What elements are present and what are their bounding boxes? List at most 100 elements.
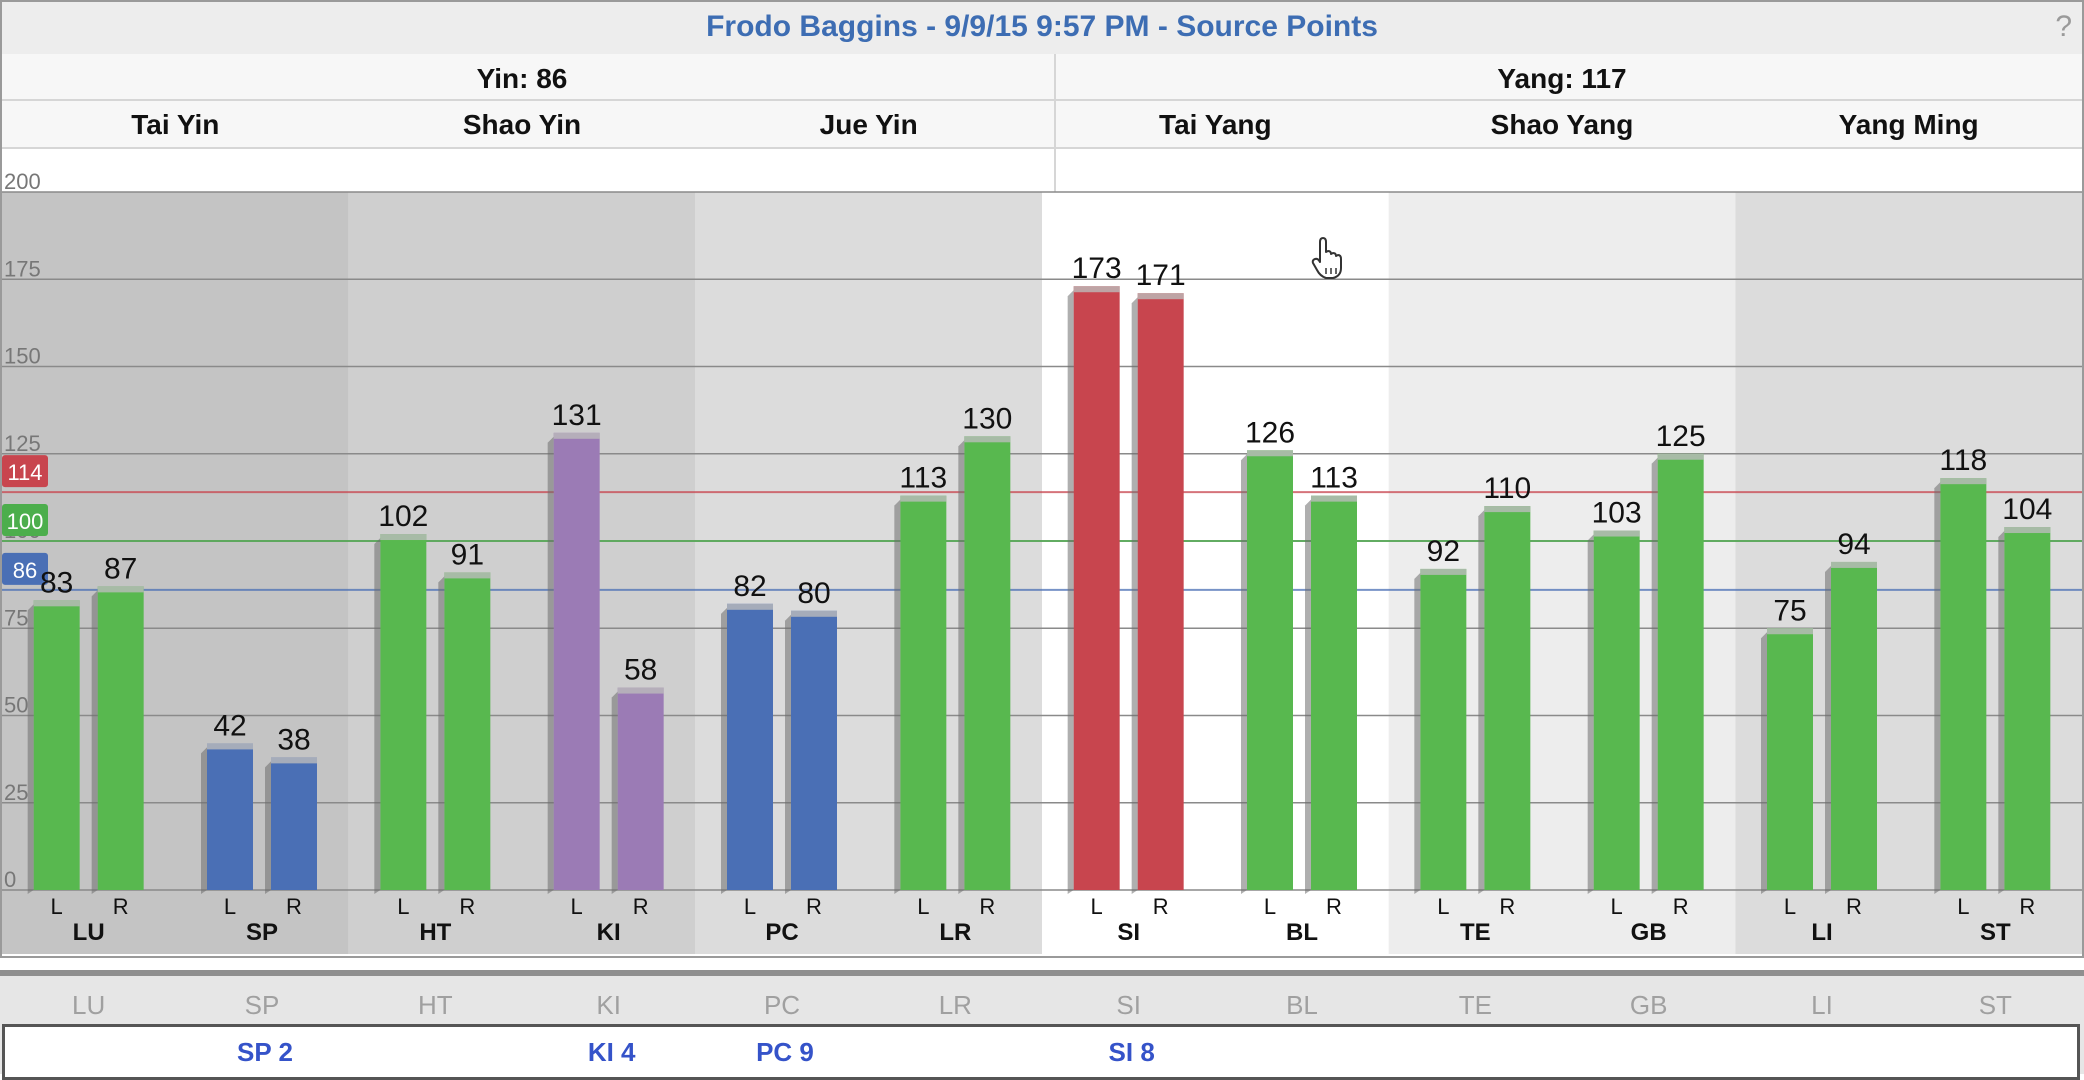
side-label: R xyxy=(286,894,302,919)
help-button[interactable]: ? xyxy=(2055,10,2072,43)
source-point-link[interactable]: SP 2 xyxy=(237,1037,293,1067)
data-label: 130 xyxy=(962,402,1012,435)
bar xyxy=(553,432,600,890)
bar-cap xyxy=(97,586,144,593)
data-label: 75 xyxy=(1773,594,1806,627)
footer-meridian-label: GB xyxy=(1629,990,1668,1020)
x-tick-label: PC xyxy=(765,919,798,946)
bar-cap xyxy=(1073,286,1120,293)
group-row xyxy=(2,54,2082,100)
x-tick-label: LI xyxy=(1811,919,1832,946)
side-label: R xyxy=(2019,894,2035,919)
section-label: Shao Yin xyxy=(463,109,581,140)
section-label: Tai Yang xyxy=(1159,109,1272,140)
side-label: R xyxy=(1499,894,1515,919)
footer-meridian-label: LU xyxy=(72,990,106,1020)
side-label: R xyxy=(1153,894,1169,919)
bar-cap xyxy=(791,610,837,617)
data-label: 87 xyxy=(104,552,137,585)
side-label: R xyxy=(979,894,995,919)
bar-shadow xyxy=(1305,499,1311,894)
bar-cap xyxy=(271,757,317,764)
data-label: 38 xyxy=(277,723,310,756)
side-label: L xyxy=(1264,894,1276,919)
bar xyxy=(617,687,664,890)
x-tick-label: BL xyxy=(1286,919,1318,946)
bar-cap xyxy=(33,600,80,607)
bar-cap xyxy=(1247,450,1293,457)
data-label: 113 xyxy=(1310,462,1358,495)
bar-cap xyxy=(964,436,1011,443)
bar xyxy=(207,743,253,890)
bar-cap xyxy=(1657,453,1704,460)
side-label: R xyxy=(806,894,822,919)
footer-meridian-label: TE xyxy=(1458,990,1492,1020)
bar xyxy=(1137,293,1184,891)
bar xyxy=(1073,286,1120,891)
bar xyxy=(791,610,837,890)
bar-cap xyxy=(2004,527,2051,534)
y-tick-label: 75 xyxy=(4,605,28,630)
source-point-link[interactable]: SI 8 xyxy=(1108,1037,1155,1067)
bar-shadow xyxy=(958,440,965,894)
data-label: 173 xyxy=(1072,252,1122,285)
side-label: R xyxy=(1846,894,1862,919)
side-label: L xyxy=(744,894,756,919)
bar-cap xyxy=(1831,561,1877,568)
footer-meridian-label: SI xyxy=(1116,990,1141,1020)
bar-cap xyxy=(444,572,491,579)
bar-shadow xyxy=(1067,290,1074,895)
bar-cap xyxy=(617,687,664,694)
reference-label: 114 xyxy=(7,460,42,485)
side-label: L xyxy=(397,894,409,919)
data-label: 102 xyxy=(378,500,428,533)
side-label: L xyxy=(51,894,63,919)
side-label: L xyxy=(917,894,929,919)
source-point-link[interactable]: KI 4 xyxy=(587,1037,636,1067)
x-tick-label: TE xyxy=(1460,919,1491,946)
footer-meridian-label: ST xyxy=(1978,990,2012,1020)
data-label: 58 xyxy=(624,654,657,687)
y-tick-label: 50 xyxy=(4,693,28,718)
data-label: 42 xyxy=(213,709,246,742)
bar-shadow xyxy=(201,747,207,894)
section-label: Jue Yin xyxy=(820,109,918,140)
data-label: 83 xyxy=(40,566,73,599)
bar-shadow xyxy=(1934,482,1941,894)
bar-shadow xyxy=(1478,510,1485,894)
source-point-footer: LU SP HT KI PC LR SI BL TE GB LI ST SP 2 KI 4 PC 9 SI … xyxy=(0,970,2084,1080)
bar-shadow xyxy=(785,614,791,894)
bar xyxy=(1593,530,1640,890)
bar-shadow xyxy=(374,538,381,894)
bar xyxy=(97,586,144,890)
bar-cap xyxy=(727,603,773,610)
footer-meridian-label: PC xyxy=(763,990,801,1020)
data-label: 91 xyxy=(451,538,484,571)
x-tick-label: LU xyxy=(73,919,105,946)
bar xyxy=(1767,628,1813,890)
bar xyxy=(33,600,80,890)
x-tick-label: GB xyxy=(1631,919,1667,946)
footer-meridian-label: LR xyxy=(938,990,972,1020)
x-tick-label: KI xyxy=(597,919,621,946)
reference-label: 100 xyxy=(7,509,44,534)
bar-shadow xyxy=(1651,457,1658,894)
data-label: 94 xyxy=(1837,528,1870,561)
section-label: Shao Yang xyxy=(1491,109,1634,140)
bar-shadow xyxy=(265,761,271,894)
bar-cap xyxy=(1940,478,1987,485)
section-row xyxy=(2,100,2082,148)
bar xyxy=(900,495,947,890)
bar-shadow xyxy=(1998,531,2005,894)
footer-meridian-label: SP xyxy=(244,990,280,1020)
y-tick-label: 0 xyxy=(4,867,16,892)
bar xyxy=(727,603,773,890)
side-label: L xyxy=(1957,894,1969,919)
source-point-link[interactable]: PC 9 xyxy=(756,1037,814,1067)
y-tick-label: 200 xyxy=(4,169,41,194)
side-label: R xyxy=(1673,894,1689,919)
reference-label: 86 xyxy=(13,558,37,583)
side-label: L xyxy=(1091,894,1103,919)
group-label: Yang: 117 xyxy=(1497,63,1626,94)
data-label: 82 xyxy=(733,570,766,603)
